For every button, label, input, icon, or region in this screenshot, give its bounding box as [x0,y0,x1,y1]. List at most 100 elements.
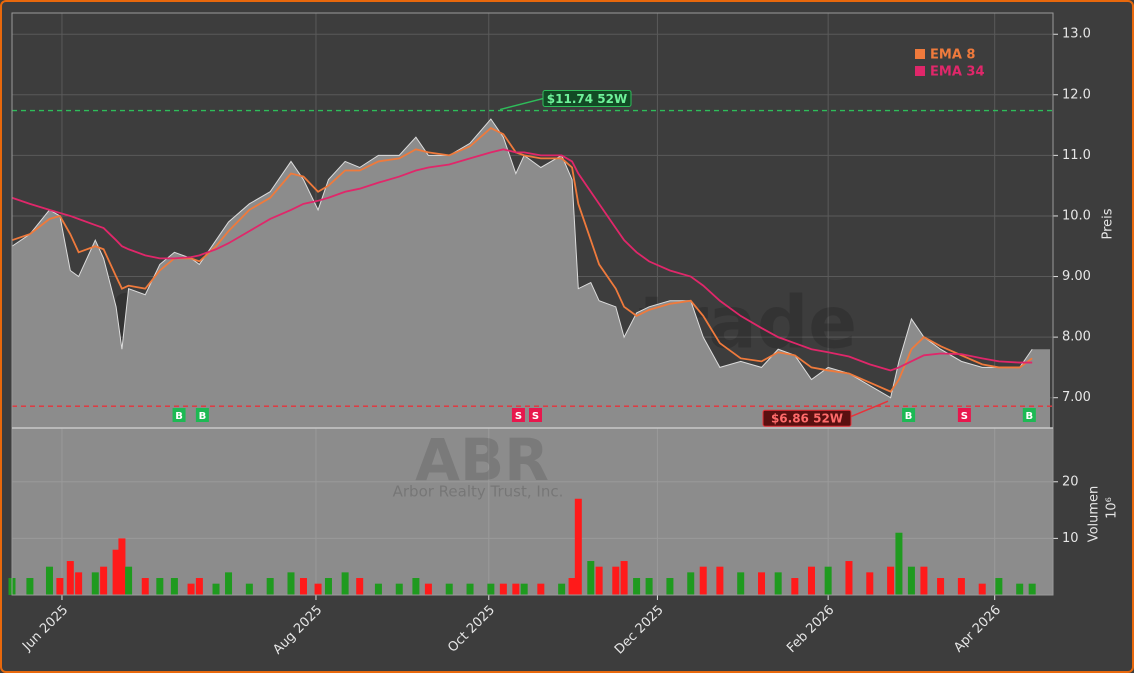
volume-bar [245,583,253,595]
legend-swatch [915,66,925,76]
volume-bar [374,583,382,595]
volume-bar [299,578,307,595]
annotation-label: $11.74 52W [547,92,627,106]
volume-bar [45,566,53,595]
x-tick-label: Apr 2026 [951,603,1004,656]
volume-bar [156,578,164,595]
y-tick-label: 12.0 [1062,87,1091,102]
legend-label: EMA 34 [930,65,985,80]
volume-bar [807,566,815,595]
signal-marker [528,408,542,422]
annotation-arrow [499,97,544,111]
volume-bar [978,583,986,595]
volume-bar [1016,583,1024,595]
volume-bar [645,578,653,595]
volume-bar [287,572,295,595]
annotation-box [762,409,852,427]
volume-bar [866,572,874,595]
volume-bar [341,572,349,595]
signal-label: B [199,411,207,422]
signal-marker [511,408,525,422]
volume-panel [12,428,1053,595]
volume-bar [112,549,120,595]
signal-label: S [961,411,968,422]
volume-bar [937,578,945,595]
signal-marker [172,408,186,422]
y-tick-label: 13.0 [1062,27,1091,42]
volume-bar [791,578,799,595]
watermark: ABR [415,426,549,494]
volume-bar [574,498,582,595]
volume-bar [558,583,566,595]
volume-bar [587,561,595,595]
volume-bar [499,583,507,595]
volume-bar [512,583,520,595]
signal-label: S [532,411,539,422]
volume-bar [125,566,133,595]
signal-marker [957,408,971,422]
volume-bar [699,566,707,595]
signal-marker [1022,408,1036,422]
y-tick-label: 9.00 [1062,269,1091,284]
volume-bar [195,578,203,595]
x-tick-label: Jun 2025 [19,603,71,655]
volume-bar [170,578,178,595]
annotation-label: $6.86 52W [771,412,843,426]
x-tick-label: Oct 2025 [445,603,498,656]
volume-bar [845,561,853,595]
volume-bar [212,583,220,595]
y-tick-label: 11.0 [1062,148,1091,163]
annotation-arrow [846,400,889,419]
x-tick-label: Feb 2026 [784,603,837,656]
volume-bar [445,583,453,595]
volume-bar [887,566,895,595]
volume-bar [907,566,915,595]
volume-bar [716,566,724,595]
volume-bar [957,578,965,595]
volume-bar [633,578,641,595]
signal-label: B [175,411,183,422]
y-axis-unit: 10⁶ [1105,497,1120,519]
volume-bar [395,583,403,595]
x-tick-label: Dec 2025 [612,603,667,658]
volume-bar [1028,583,1036,595]
volume-bar [620,561,628,595]
volume-bar [737,572,745,595]
y-axis-label: Preis [1101,208,1116,239]
y-tick-label: 10 [1062,531,1079,546]
signal-label: B [905,411,913,422]
y-tick-label: 8.00 [1062,330,1091,345]
legend-label: EMA 8 [930,48,975,63]
volume-bar [612,566,620,595]
volume-bar [424,583,432,595]
volume-bar [118,538,126,595]
volume-bar [920,566,928,595]
volume-bar [75,572,83,595]
y-tick-label: 7.00 [1062,390,1091,405]
volume-bar [141,578,149,595]
signal-label: B [1026,411,1034,422]
volume-bar [595,566,603,595]
signal-marker [902,408,916,422]
volume-bar [466,583,474,595]
volume-bar [324,578,332,595]
volume-bar [995,578,1003,595]
annotation-box [542,90,632,108]
signal-marker [195,408,209,422]
y-axis-label: Volumen [1087,486,1102,543]
volume-bar [666,578,674,595]
ema-line [11,127,1033,393]
x-tick-label: Aug 2025 [270,603,325,658]
volume-bar [687,572,695,595]
volume-bar [187,583,195,595]
volume-bar [520,583,528,595]
volume-bar [774,572,782,595]
plot-border [11,12,1054,596]
volume-bar [100,566,108,595]
volume-bar [26,578,34,595]
volume-bar [225,572,233,595]
y-tick-label: 10.0 [1062,208,1091,223]
volume-bar [266,578,274,595]
